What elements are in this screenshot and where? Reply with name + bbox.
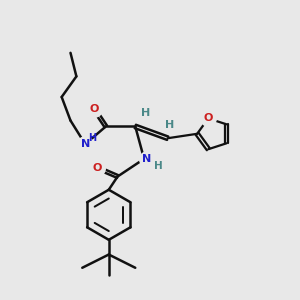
Text: O: O (92, 163, 102, 173)
Text: N: N (142, 154, 152, 164)
Text: N: N (81, 139, 90, 149)
Text: H: H (88, 133, 96, 142)
Text: H: H (141, 108, 150, 118)
Text: H: H (164, 120, 174, 130)
Text: H: H (154, 161, 163, 171)
Text: O: O (89, 104, 99, 114)
Text: O: O (204, 113, 213, 123)
